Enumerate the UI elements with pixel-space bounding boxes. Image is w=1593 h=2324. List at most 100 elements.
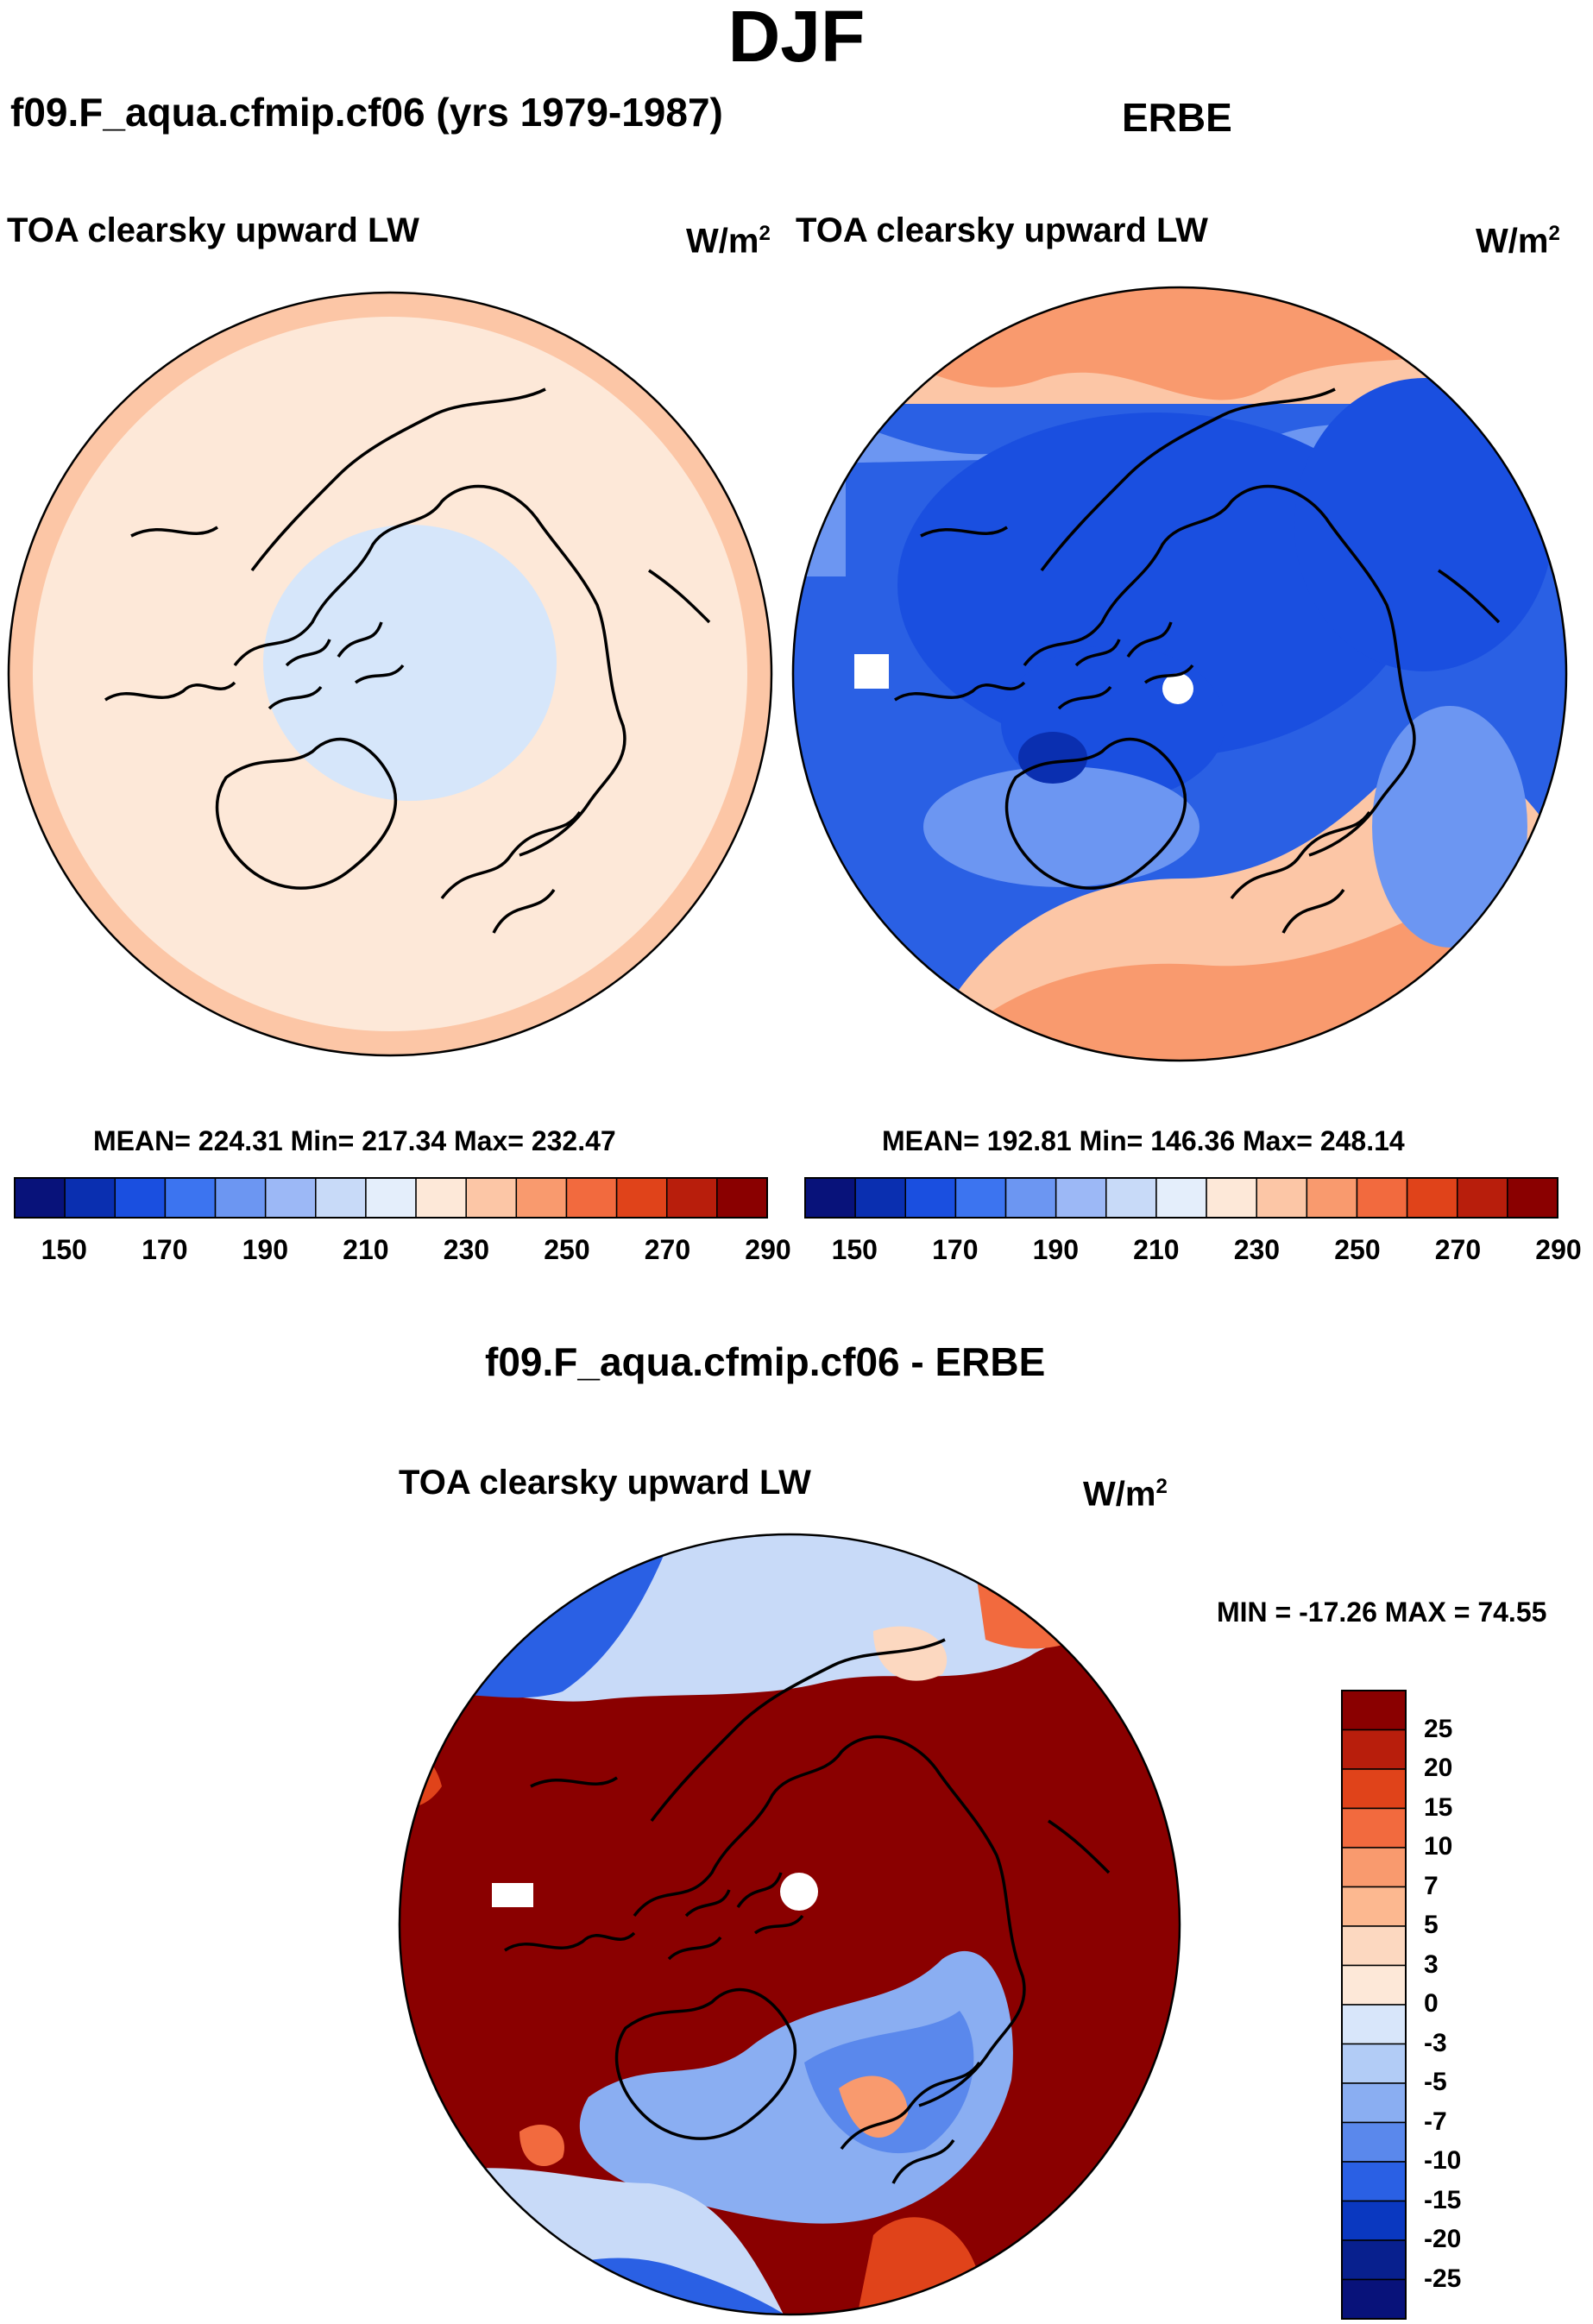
diff-map-border bbox=[398, 1533, 1181, 2316]
colorbar-swatch bbox=[465, 1177, 518, 1219]
colorbar-swatch bbox=[64, 1177, 116, 1219]
colorbar-tick-label: 210 bbox=[343, 1234, 389, 1265]
diff-panel-title: f09.F_aqua.cfmip.cf06 - ERBE bbox=[485, 1339, 1046, 1384]
obs-polar-map bbox=[791, 286, 1568, 1062]
colorbar-tick-label: 0 bbox=[1424, 1989, 1439, 2018]
diff-variable-title: TOA clearsky upward LW bbox=[399, 1464, 811, 1502]
colorbar-tick-label: -25 bbox=[1424, 2264, 1462, 2293]
colorbar-swatch bbox=[1341, 1886, 1407, 1927]
colorbar-swatch bbox=[1341, 1729, 1407, 1770]
season-title: DJF bbox=[727, 0, 866, 77]
model-variable-title: TOA clearsky upward LW bbox=[7, 211, 419, 249]
colorbar-tick-label: -7 bbox=[1424, 2107, 1447, 2136]
colorbar-swatch bbox=[854, 1177, 907, 1219]
colorbar-tick-label: 150 bbox=[831, 1234, 878, 1265]
colorbar-swatch bbox=[1341, 1690, 1407, 1731]
colorbar-swatch bbox=[164, 1177, 217, 1219]
obs-map-border bbox=[791, 286, 1568, 1062]
colorbar-swatch bbox=[1341, 1768, 1407, 1810]
colorbar-tick-label: 7 bbox=[1424, 1871, 1439, 1900]
colorbar-swatch bbox=[1306, 1177, 1358, 1219]
colorbar-tick-label: 190 bbox=[242, 1234, 289, 1265]
colorbar-swatch bbox=[114, 1177, 167, 1219]
colorbar-swatch bbox=[1155, 1177, 1207, 1219]
colorbar-tick-label: 150 bbox=[41, 1234, 87, 1265]
diff-stats: MIN = -17.26 MAX = 74.55 bbox=[1217, 1597, 1547, 1628]
colorbar-swatch bbox=[1341, 2082, 1407, 2124]
colorbar-tick-label: 15 bbox=[1424, 1792, 1453, 1822]
colorbar-swatch bbox=[1341, 2278, 1407, 2320]
colorbar-swatch bbox=[1206, 1177, 1257, 1219]
colorbar-swatch bbox=[904, 1177, 957, 1219]
colorbar-tick-label: 170 bbox=[932, 1234, 979, 1265]
obs-colorbar-swatches bbox=[804, 1177, 1558, 1219]
colorbar-swatch bbox=[315, 1177, 367, 1219]
colorbar-tick-label: 170 bbox=[142, 1234, 188, 1265]
colorbar-tick-label: 250 bbox=[544, 1234, 590, 1265]
colorbar-swatch bbox=[1341, 2043, 1407, 2084]
colorbar-tick-label: -10 bbox=[1424, 2146, 1462, 2175]
colorbar-swatch bbox=[1456, 1177, 1508, 1219]
diff-colorbar bbox=[1341, 1690, 1407, 2320]
colorbar-swatch bbox=[1341, 1847, 1407, 1888]
obs-colorbar bbox=[804, 1177, 1558, 1219]
colorbar-swatch bbox=[515, 1177, 568, 1219]
obs-units: W/m2 bbox=[1476, 222, 1560, 261]
colorbar-swatch bbox=[565, 1177, 618, 1219]
colorbar-tick-label: 290 bbox=[745, 1234, 791, 1265]
colorbar-tick-label: 3 bbox=[1424, 1949, 1439, 1979]
colorbar-tick-label: 210 bbox=[1133, 1234, 1180, 1265]
colorbar-tick-label: 5 bbox=[1424, 1911, 1439, 1939]
colorbar-swatch bbox=[264, 1177, 317, 1219]
colorbar-swatch bbox=[1055, 1177, 1107, 1219]
colorbar-swatch bbox=[716, 1177, 768, 1219]
colorbar-tick-label: 230 bbox=[443, 1234, 490, 1265]
colorbar-swatch bbox=[1341, 1925, 1407, 1967]
colorbar-swatch bbox=[1507, 1177, 1558, 1219]
colorbar-tick-label: 270 bbox=[644, 1234, 691, 1265]
colorbar-swatch bbox=[1406, 1177, 1458, 1219]
model-panel-title: f09.F_aqua.cfmip.cf06 (yrs 1979-1987) bbox=[10, 90, 723, 135]
colorbar-swatch bbox=[1341, 2200, 1407, 2241]
model-stats: MEAN= 224.31 Min= 217.34 Max= 232.47 bbox=[93, 1125, 616, 1156]
colorbar-tick-label: 190 bbox=[1032, 1234, 1080, 1265]
obs-panel-title: ERBE bbox=[1122, 95, 1232, 140]
colorbar-swatch bbox=[1341, 1964, 1407, 2006]
diff-colorbar-labels: 25 20 15 10 7 5 3 0 -3 -5 -7 -10 -15 -20 -25 bbox=[1424, 1690, 1493, 2321]
colorbar-swatch bbox=[804, 1177, 856, 1219]
diff-units: W/m2 bbox=[1083, 1475, 1168, 1514]
colorbar-swatch bbox=[1341, 2004, 1407, 2045]
colorbar-swatch bbox=[1105, 1177, 1157, 1219]
colorbar-tick-label: -3 bbox=[1424, 2028, 1447, 2057]
colorbar-tick-label: 25 bbox=[1424, 1714, 1453, 1743]
model-colorbar bbox=[14, 1177, 768, 1219]
diff-colorbar-swatches bbox=[1341, 1690, 1407, 2320]
diff-polar-map bbox=[398, 1533, 1181, 2316]
colorbar-tick-label: 290 bbox=[1535, 1234, 1582, 1265]
colorbar-swatch bbox=[615, 1177, 668, 1219]
colorbar-swatch bbox=[214, 1177, 267, 1219]
obs-variable-title: TOA clearsky upward LW bbox=[796, 211, 1208, 249]
model-map-border bbox=[7, 291, 773, 1057]
colorbar-swatch bbox=[1341, 2161, 1407, 2202]
colorbar-tick-label: 270 bbox=[1434, 1234, 1482, 1265]
colorbar-tick-label: 20 bbox=[1424, 1754, 1453, 1782]
model-polar-map bbox=[7, 291, 773, 1057]
colorbar-swatch bbox=[665, 1177, 718, 1219]
model-colorbar-ticks: 150 170 190 210 230 250 270 290 bbox=[14, 1234, 791, 1269]
colorbar-swatch bbox=[365, 1177, 417, 1219]
colorbar-tick-label: -20 bbox=[1424, 2225, 1462, 2253]
obs-stats: MEAN= 192.81 Min= 146.36 Max= 248.14 bbox=[882, 1125, 1405, 1156]
colorbar-swatch bbox=[1341, 2239, 1407, 2281]
model-units: W/m2 bbox=[686, 222, 771, 261]
colorbar-swatch bbox=[1256, 1177, 1308, 1219]
obs-colorbar-ticks: 150 170 190 210 230 250 270 290 bbox=[804, 1234, 1582, 1269]
colorbar-swatch bbox=[954, 1177, 1007, 1219]
colorbar-swatch bbox=[1341, 2121, 1407, 2163]
colorbar-swatch bbox=[1341, 1807, 1407, 1848]
colorbar-tick-label: 230 bbox=[1233, 1234, 1281, 1265]
colorbar-swatch bbox=[14, 1177, 66, 1219]
colorbar-swatch bbox=[1356, 1177, 1408, 1219]
colorbar-tick-label: 250 bbox=[1334, 1234, 1381, 1265]
model-colorbar-swatches bbox=[14, 1177, 768, 1219]
